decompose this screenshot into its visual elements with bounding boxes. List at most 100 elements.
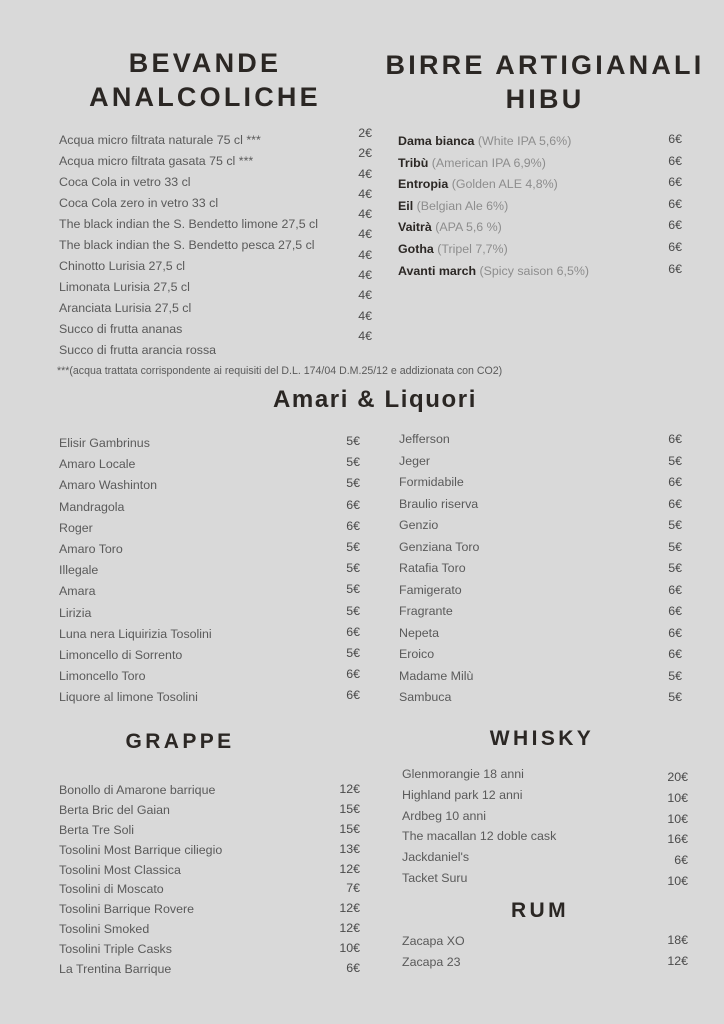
whisky-item: Ardbeg 10 anni [402,808,487,823]
bevande-price: 4€ [358,288,372,303]
bevande-item: The black indian the S. Bendetto pesca 2… [59,238,315,252]
grappe-item: Tosolini Triple Casks [59,942,172,957]
beer-price: 6€ [668,239,682,254]
whisky-item: Glenmorangie 18 anni [402,767,524,781]
amari-price: 6€ [346,624,360,639]
bevande-heading-line1: BEVANDE [128,48,282,78]
beer-style: (Spicy saison 6,5%) [476,263,589,278]
grappe-price: 15€ [339,821,360,836]
amari-left-item-list: Elisir Gambrinus Amaro Locale Amaro Washin… [59,433,212,708]
amari-right-item-list: Jefferson Jeger Formidabile Braulio riserva… [399,429,479,709]
beer-name: Entropia [398,177,449,192]
grappe-price-list: 12€ 15€ 15€ 13€ 12€ 7€ 12€ 12€ 10€ 6€ [312,780,360,979]
bevande-item: Aranciata Lurisia 27,5 cl [59,301,192,315]
amari-heading: Amari & Liquori [272,386,477,413]
beer-name: Dama bianca [398,134,475,148]
bevande-item: Succo di frutta ananas [59,322,183,336]
beer-price: 6€ [668,196,682,211]
amari-item: Limoncello Toro [59,669,146,684]
bevande-item: Coca Cola in vetro 33 cl [59,175,191,189]
grappe-item-list: Bonollo di Amarone barrique Berta Bric de… [59,781,222,980]
amari-item: Fragrante [399,604,453,618]
beer-price: 6€ [668,153,682,168]
birre-item-list: Dama bianca (White IPA 5,6%) Tribù (Ameri… [398,131,589,282]
amari-price: 6€ [668,647,682,661]
grappe-heading: GRAPPE [125,730,235,753]
grappe-item: Tosolini Barrique Rovere [59,902,194,917]
amari-item: Liquore al limone Tosolini [59,690,198,705]
amari-price: 5€ [346,603,360,618]
amari-item: Formidabile [399,475,464,489]
amari-item: Eroico [399,647,435,661]
beer-item: Entropia (Golden ALE 4,8%) [398,174,589,196]
amari-item: Braulio riserva [399,496,479,511]
amari-price: 6€ [668,625,682,640]
whisky-price: 10€ [667,790,688,805]
beer-name: Avanti march [398,263,477,278]
bevande-item: Limonata Lurisia 27,5 cl [59,280,190,294]
grappe-item: Tosolini Most Barrique ciliegio [59,842,223,857]
whisky-price-list: 20€ 10€ 10€ 16€ 6€ 10€ [640,767,688,892]
bevande-price-list: 2€ 2€ 4€ 4€ 4€ 4€ 4€ 4€ 4€ 4€ 4€ [312,123,372,346]
amari-item: Elisir Gambrinus [59,436,150,450]
amari-item: Sambuca [399,690,452,704]
amari-price: 5€ [346,561,360,576]
amari-price: 5€ [668,690,682,704]
beer-price: 6€ [668,175,682,190]
rum-price-list: 18€ 12€ [640,930,688,972]
birre-heading-line1: BIRRE ARTIGIANALI [385,50,705,80]
amari-item: Jefferson [399,432,450,446]
grappe-price: 12€ [339,861,360,876]
amari-price: 5€ [668,668,682,683]
whisky-price: 6€ [674,853,688,868]
bevande-price: 4€ [358,227,372,242]
amari-price: 6€ [668,604,682,618]
bevande-heading-line2: ANALCOLICHE [89,82,321,113]
beer-style: (American IPA 6,9%) [428,155,546,170]
amari-item: Amaro Washinton [59,478,158,493]
birre-heading: BIRRE ARTIGIANALI HIBU [385,48,705,116]
amari-item: Luna nera Liquirizia Tosolini [59,626,212,641]
amari-item: Amara [59,584,96,599]
amari-item: Nepeta [399,625,439,640]
beer-style: (Belgian Ale 6%) [413,198,509,213]
beer-name: Gotha [398,241,434,256]
amari-item: Illegale [59,563,99,578]
bevande-item: The black indian the S. Bendetto limone … [59,217,318,231]
bevande-item: Chinotto Lurisia 27,5 cl [59,259,186,273]
grappe-item: Berta Tre Soli [59,822,135,837]
bevande-price: 4€ [358,247,372,262]
whisky-item-list: Glenmorangie 18 anni Highland park 12 ann… [402,764,556,889]
beer-item: Dama bianca (White IPA 5,6%) [398,131,589,153]
amari-price: 6€ [668,496,682,511]
amari-item: Amaro Toro [59,541,123,556]
bevande-price: 4€ [358,207,372,222]
whisky-price: 16€ [667,832,688,847]
beer-item: Eil (Belgian Ale 6%) [398,196,589,218]
amari-price: 5€ [346,455,360,470]
amari-price: 6€ [346,518,360,533]
grappe-item: La Trentina Barrique [59,962,172,977]
rum-price: 12€ [667,953,688,968]
grappe-price: 13€ [339,841,360,856]
rum-item-list: Zacapa XO Zacapa 23 [402,931,465,973]
amari-item: Genziana Toro [399,539,480,554]
grappe-price: 7€ [346,881,360,896]
amari-price: 6€ [346,497,360,512]
bevande-price: 2€ [358,126,372,140]
bevande-item-list: Acqua micro filtrata naturale 75 cl *** A… [59,130,318,361]
bevande-item: Coca Cola zero in vetro 33 cl [59,196,219,210]
amari-left-price-list: 5€ 5€ 5€ 6€ 6€ 5€ 5€ 5€ 5€ 6€ 5€ 6€ 6€ [312,431,360,706]
rum-price: 18€ [667,933,688,947]
bevande-item: Acqua micro filtrata gasata 75 cl *** [59,154,254,168]
bevande-footnote: ***(acqua trattata corrispondente ai req… [57,365,503,377]
beer-item: Vaitrà (APA 5,6 %) [398,217,589,239]
grappe-price: 6€ [346,961,360,976]
amari-price: 5€ [668,453,682,468]
birre-heading-line2: HIBU [505,84,585,115]
amari-item: Ratafia Toro [399,561,466,575]
grappe-item: Tosolini di Moscato [59,882,164,897]
grappe-price: 10€ [339,941,360,956]
grappe-price: 15€ [339,801,360,816]
bevande-price: 4€ [358,166,372,181]
